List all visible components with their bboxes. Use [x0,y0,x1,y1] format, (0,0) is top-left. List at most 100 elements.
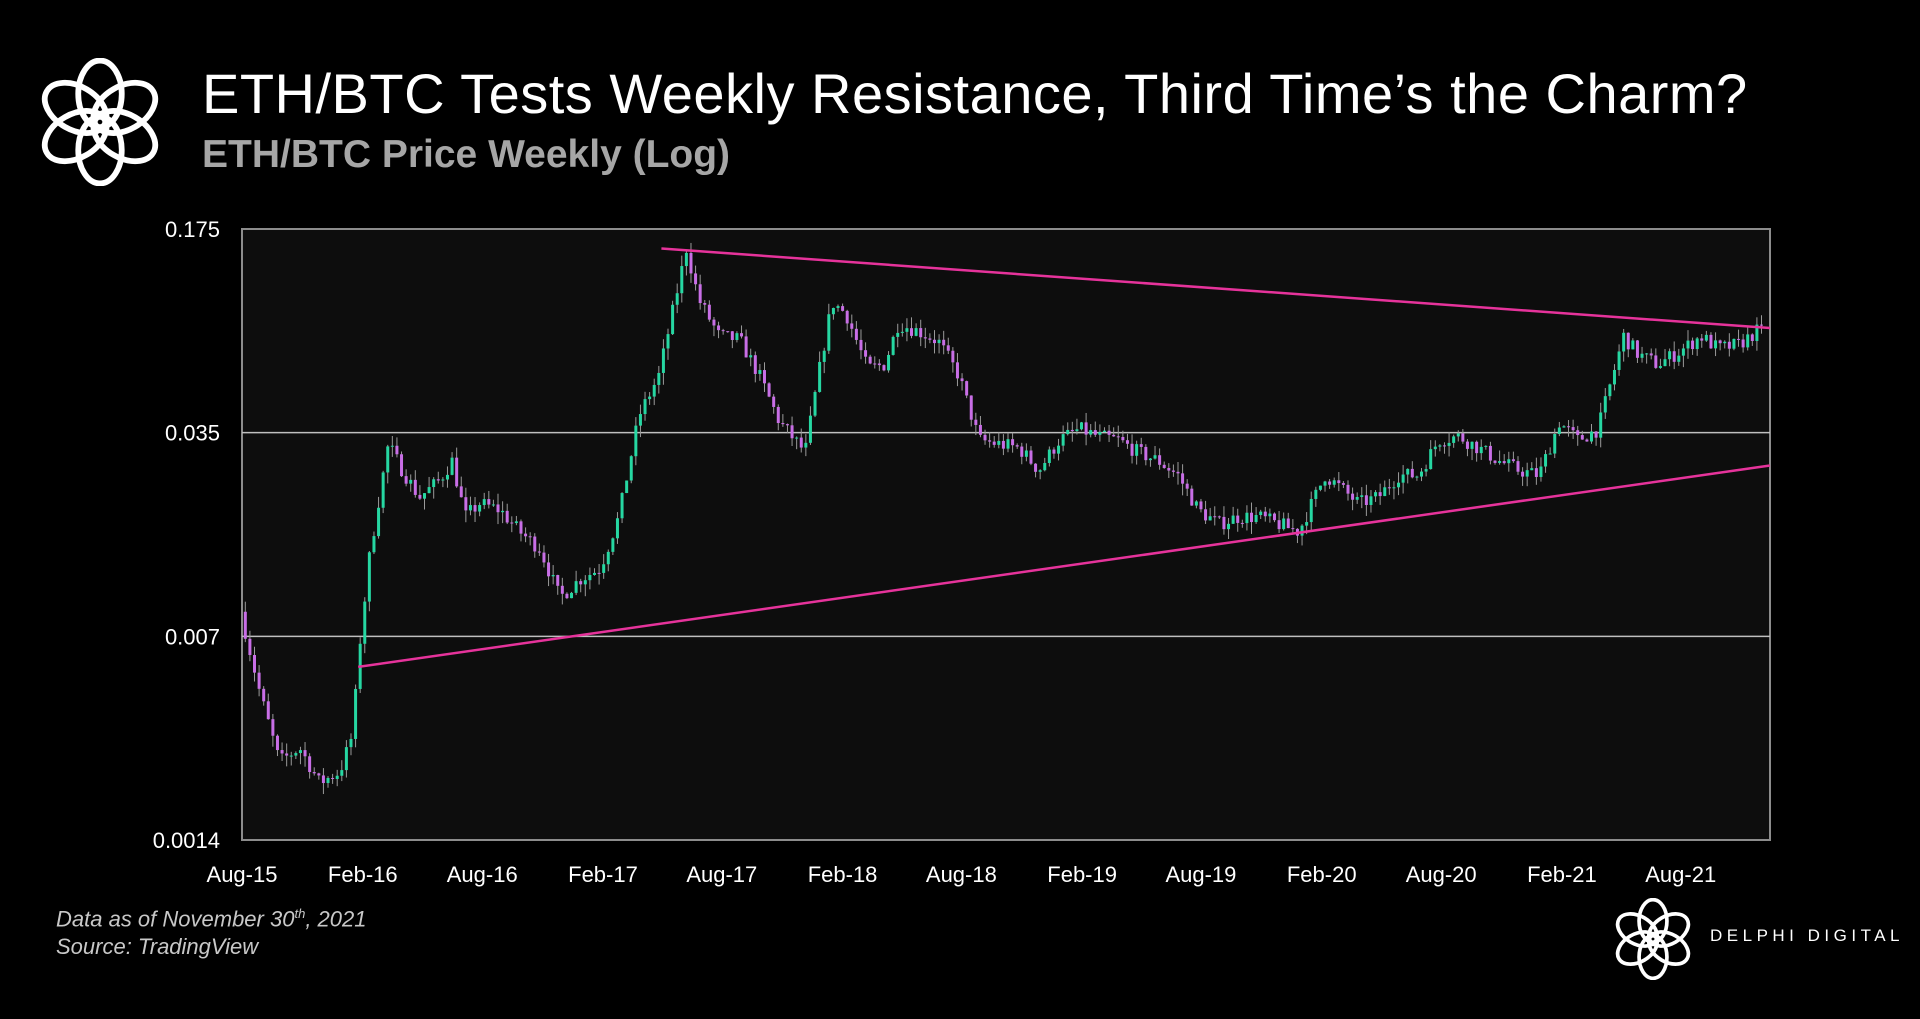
candle-down [1475,440,1479,462]
x-tick-label: Feb-19 [1047,862,1117,887]
candle-up [1608,383,1612,401]
candle-down [1199,498,1203,513]
candle-down [579,578,583,593]
candle-down [565,592,569,600]
candle-up [661,339,665,385]
candle-down [528,532,532,546]
candle-down [942,330,946,355]
x-tick-label: Aug-19 [1165,862,1236,887]
candle-up [914,323,918,337]
candle-up [1420,468,1424,482]
candle-down [1291,519,1295,534]
candle-down [1204,500,1208,524]
candle-up [1369,490,1373,513]
candle-down [1493,460,1497,465]
candle-up [1268,508,1272,523]
candle-up [1397,472,1401,496]
candle-up [1631,338,1635,350]
candle-down [271,713,275,747]
candle-down [331,773,335,784]
candle-down [505,503,509,525]
candle-down [524,527,528,543]
candle-down [882,364,886,372]
candle-down [1272,512,1276,523]
candle-down [266,693,270,720]
candle-up [680,255,684,303]
candle-up [1089,424,1093,438]
candle-down [877,359,881,371]
candle-up [1194,500,1198,509]
candle-down [464,487,468,523]
candle-up [887,351,891,373]
candle-down [1181,464,1185,496]
candle-up [1755,317,1759,351]
candle-down [317,772,321,780]
candle-up [1148,458,1152,467]
candle-down [955,353,959,387]
candle-up [1553,428,1557,459]
candle-up [937,334,941,354]
candle-down [983,429,987,445]
candle-down [1011,432,1015,453]
candle-up [381,470,385,514]
candle-down [978,416,982,438]
candle-down [280,742,284,762]
candle-up [1259,509,1263,519]
candle-down [1461,429,1465,444]
candle-down [1727,333,1731,357]
candle-up [634,417,638,466]
x-tick-label: Feb-20 [1287,862,1357,887]
candle-up [1525,462,1529,487]
candle-up [432,477,436,499]
candle-up [1562,425,1566,428]
x-tick-label: Aug-16 [447,862,518,887]
candle-down [248,630,252,662]
candle-up [1479,439,1483,460]
candle-down [859,329,863,360]
candle-up [1061,425,1065,452]
candle-up [602,554,606,579]
candle-down [1185,479,1189,497]
candle-down [1015,443,1019,449]
candle-down [946,337,950,355]
candle-down [932,330,936,354]
candle-up [1507,451,1511,472]
candle-down [1001,434,1005,456]
candle-up [468,496,472,516]
candle-down [707,300,711,322]
candle-down [873,356,877,369]
candle-down [1516,456,1520,475]
candle-down [1093,421,1097,437]
candle-down [1521,467,1525,486]
candle-up [758,363,762,381]
candle-down [928,333,932,344]
candle-up [1640,346,1644,363]
candle-down [790,416,794,446]
candle-down [1116,425,1120,447]
candle-down [1250,502,1254,534]
candle-down [404,469,408,487]
candle-up [1401,465,1405,494]
candle-up [1043,457,1047,472]
gridlines [242,431,1770,638]
candle-down [1125,433,1129,449]
candle-down [1502,454,1506,465]
candle-down [413,470,417,498]
candle-down [721,328,725,335]
candle-up [354,684,358,748]
candle-down [1130,434,1134,464]
candlestick-chart: 0.175 0.035 0.007 0.0014 Aug-15 Feb-16 Aug-16… [153,217,1771,887]
candle-down [1277,510,1281,533]
candle-up [891,335,895,356]
x-tick-label: Aug-21 [1645,862,1716,887]
y-axis: 0.175 0.035 0.007 0.0014 [153,217,220,853]
candle-up [606,549,610,572]
candle-up [648,392,652,405]
candle-up [1557,421,1561,437]
candle-down [1691,337,1695,355]
candle-up [514,515,518,526]
candle-down [1442,442,1446,454]
candle-up [1424,464,1428,477]
candle-up [638,404,642,438]
candle-up [836,304,840,312]
